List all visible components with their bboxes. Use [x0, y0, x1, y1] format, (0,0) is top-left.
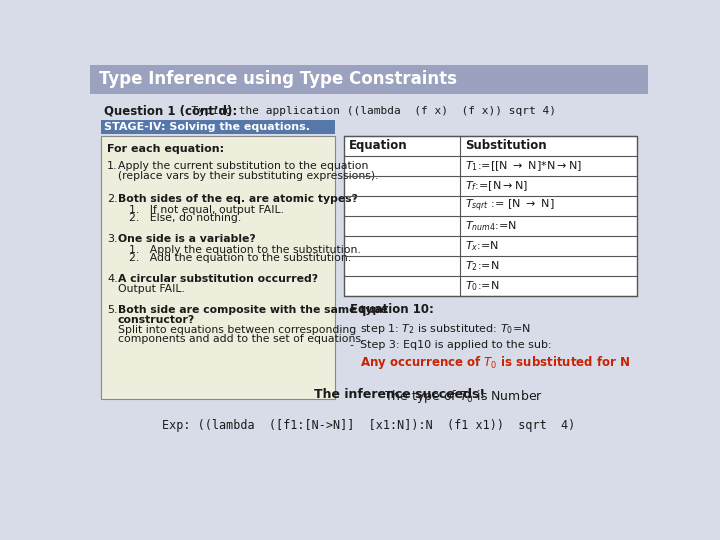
Text: constructor?: constructor? — [118, 315, 195, 325]
Text: The type of $T_0$ is Number: The type of $T_0$ is Number — [384, 388, 543, 405]
Bar — [90, 65, 648, 94]
Text: $T_f$:=[N$\rightarrow$N]: $T_f$:=[N$\rightarrow$N] — [465, 179, 528, 193]
Text: Apply the current substitution to the equation: Apply the current substitution to the eq… — [118, 161, 368, 171]
Text: 2.   Else, do nothing.: 2. Else, do nothing. — [129, 213, 241, 224]
Text: 2.: 2. — [107, 194, 118, 204]
Text: $T_0$:=N: $T_0$:=N — [465, 279, 500, 293]
Text: Substitution: Substitution — [465, 139, 546, 152]
Text: 5.: 5. — [107, 305, 117, 315]
Text: Output FAIL.: Output FAIL. — [118, 284, 185, 294]
Bar — [101, 136, 335, 399]
Bar — [344, 136, 637, 296]
Text: STAGE-IV: Solving the equations.: STAGE-IV: Solving the equations. — [104, 122, 310, 132]
Text: components and add to the set of equations.: components and add to the set of equatio… — [118, 334, 364, 343]
Text: Question 1 (cont’d):: Question 1 (cont’d): — [104, 105, 237, 118]
Text: One side is a variable?: One side is a variable? — [118, 234, 256, 244]
Bar — [90, 65, 648, 94]
Text: $T_{sqrt}$ := [N $\rightarrow$ N]: $T_{sqrt}$ := [N $\rightarrow$ N] — [465, 198, 554, 214]
Text: Both sides of the eq. are atomic types?: Both sides of the eq. are atomic types? — [118, 194, 358, 204]
Text: Both side are composite with the same type: Both side are composite with the same ty… — [118, 305, 387, 315]
Text: Typing the application ((lambda  (f x)  (f x)) sqrt 4): Typing the application ((lambda (f x) (f… — [178, 106, 556, 116]
Text: $T_{num4}$:=N: $T_{num4}$:=N — [465, 219, 517, 233]
Text: 4.: 4. — [107, 274, 118, 284]
Text: 1.: 1. — [107, 161, 117, 171]
Text: 1.   If not equal, output FAIL.: 1. If not equal, output FAIL. — [129, 205, 284, 215]
Text: Any occurrence of $T_0$ is substituted for N: Any occurrence of $T_0$ is substituted f… — [361, 354, 631, 372]
Text: For each equation:: For each equation: — [107, 144, 224, 154]
Bar — [101, 120, 335, 134]
Text: A circular substitution occurred?: A circular substitution occurred? — [118, 274, 318, 284]
Text: Equation: Equation — [349, 139, 408, 152]
Text: The inference succeeds!: The inference succeeds! — [315, 388, 485, 401]
Text: 2.   Add the equation to the substitution.: 2. Add the equation to the substitution. — [129, 253, 351, 264]
Text: 3.: 3. — [107, 234, 117, 244]
Text: Equation 10:: Equation 10: — [350, 303, 433, 316]
Text: (replace vars by their substituting expressions).: (replace vars by their substituting expr… — [118, 171, 379, 181]
Text: $T_2$:=N: $T_2$:=N — [465, 259, 500, 273]
Text: 1.   Apply the equation to the substitution.: 1. Apply the equation to the substitutio… — [129, 245, 361, 255]
Text: Type Inference using Type Constraints: Type Inference using Type Constraints — [99, 70, 457, 89]
Bar — [90, 65, 648, 94]
Text: step 1: $T_2$ is substituted: $T_0$=N: step 1: $T_2$ is substituted: $T_0$=N — [361, 322, 531, 336]
Text: -: - — [350, 322, 354, 332]
Text: Exp: ((lambda  ([f1:[N->N]]  [x1:N]):N  (f1 x1))  sqrt  4): Exp: ((lambda ([f1:[N->N]] [x1:N]):N (f1… — [163, 419, 575, 432]
Text: Step 3: Eq10 is applied to the sub:: Step 3: Eq10 is applied to the sub: — [361, 340, 552, 350]
Text: $T_x$:=N: $T_x$:=N — [465, 239, 499, 253]
Text: Split into equations between corresponding: Split into equations between correspondi… — [118, 325, 356, 335]
Text: -: - — [350, 340, 354, 350]
Text: $T_1$:=[[N $\rightarrow$ N]*N$\rightarrow$N]: $T_1$:=[[N $\rightarrow$ N]*N$\rightarro… — [465, 159, 582, 173]
